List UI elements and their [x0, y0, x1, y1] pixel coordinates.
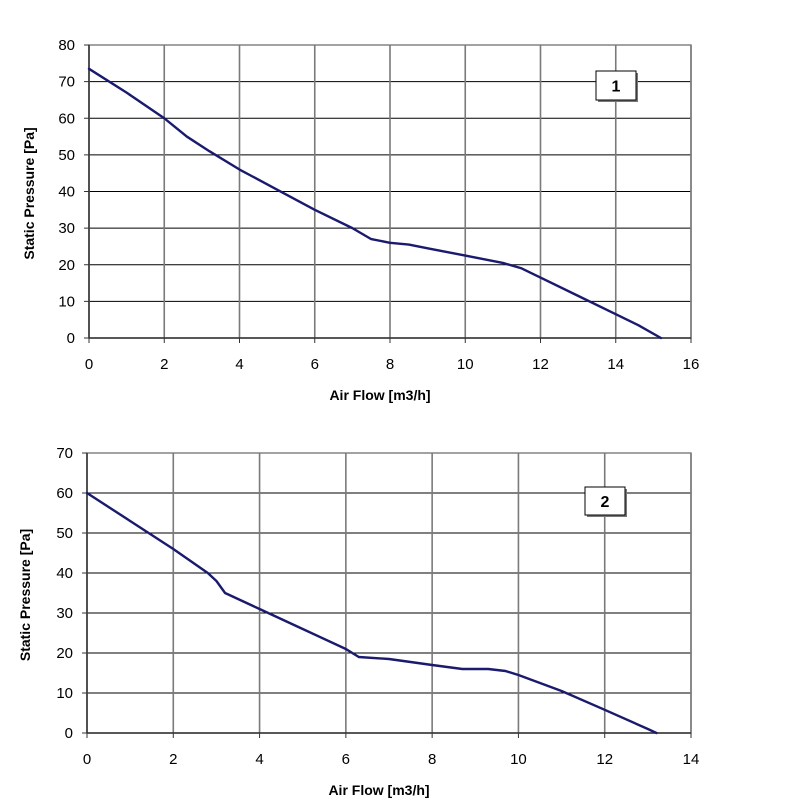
x-tick-label: 8 [386, 356, 394, 373]
y-axis-title: Static Pressure [Pa] [21, 127, 37, 259]
x-tick-label: 6 [311, 356, 319, 373]
y-tick-label: 40 [56, 565, 73, 582]
x-tick-label: 12 [596, 751, 613, 768]
badge-box [584, 486, 626, 516]
series-line [85, 491, 658, 735]
y-tick-label: 20 [56, 645, 73, 662]
x-tick-label: 16 [683, 356, 700, 373]
y-tick-label: 70 [58, 74, 75, 91]
series-line [87, 67, 663, 340]
y-axis-title: Static Pressure [Pa] [17, 529, 33, 661]
y-tick-label: 30 [58, 220, 75, 237]
x-tick-label: 2 [169, 751, 177, 768]
x-tick-label: 4 [255, 751, 263, 768]
chart-2: 0 10 20 30 40 50 60 70 0 2 4 6 8 10 12 14 Air Flow [m3/h… [17, 445, 699, 798]
y-tick-label: 50 [56, 525, 73, 542]
x-tick-label: 8 [428, 751, 436, 768]
y-tick-label: 20 [58, 257, 75, 274]
y-tick-label: 60 [58, 110, 75, 127]
badge-label: 1 [612, 79, 621, 96]
x-tick-label: 6 [342, 751, 350, 768]
y-tick-label: 0 [65, 725, 73, 742]
badge-box [595, 70, 637, 101]
x-axis-title: Air Flow [m3/h] [328, 782, 429, 798]
y-tick-label: 70 [56, 445, 73, 462]
y-tick-label: 10 [58, 293, 75, 310]
y-tick-label: 80 [58, 37, 75, 54]
x-tick-label: 4 [235, 356, 243, 373]
x-tick-label: 10 [510, 751, 527, 768]
x-tick-label: 0 [83, 751, 91, 768]
y-tick-label: 40 [58, 184, 75, 201]
chart-1: 0 10 20 30 40 50 60 70 80 0 2 4 6 8 10 12 14 16 Air Flow [… [21, 37, 699, 403]
x-tick-label: 2 [160, 356, 168, 373]
x-axis-title: Air Flow [m3/h] [329, 387, 430, 403]
badge-label: 2 [601, 494, 610, 511]
x-tick-label: 10 [457, 356, 474, 373]
y-tick-label: 10 [56, 685, 73, 702]
x-tick-label: 14 [607, 356, 624, 373]
x-tick-label: 0 [85, 356, 93, 373]
y-tick-label: 50 [58, 147, 75, 164]
y-tick-label: 30 [56, 605, 73, 622]
x-tick-label: 12 [532, 356, 549, 373]
y-tick-label: 0 [67, 330, 75, 347]
y-tick-label: 60 [56, 485, 73, 502]
x-tick-label: 14 [683, 751, 700, 768]
